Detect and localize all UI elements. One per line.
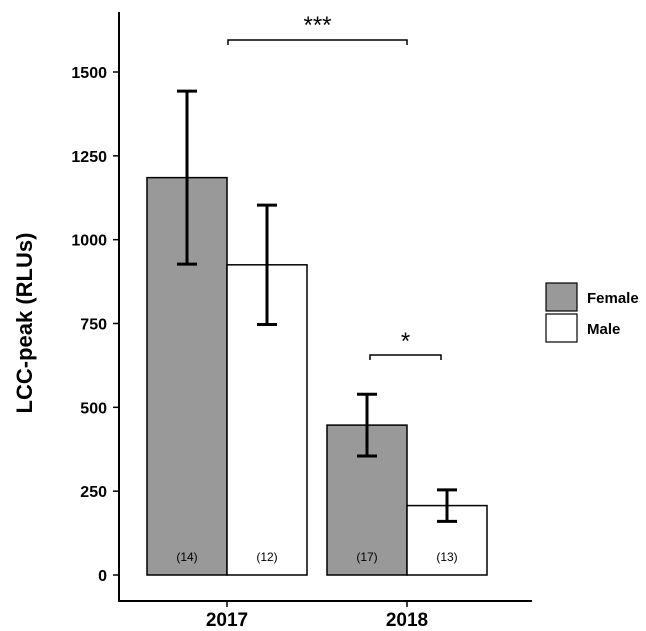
legend-label-female: Female	[587, 290, 639, 307]
significance-bracket	[227, 39, 408, 45]
sample-size-labels: (14) (17) (12) (13)	[176, 550, 457, 564]
sample-size-label: (14)	[176, 550, 197, 564]
y-ticks: 0 250 500 750 1000 1250 1500	[71, 65, 119, 585]
x-category-labels: 2017 2018	[206, 601, 428, 631]
sample-size-label: (17)	[356, 550, 377, 564]
significance-label: *	[401, 328, 410, 355]
legend-swatch-female	[545, 282, 578, 312]
error-bars	[177, 89, 457, 523]
y-tick-label: 250	[80, 484, 107, 501]
legend: Female Male	[545, 282, 639, 343]
y-tick-label: 1000	[71, 233, 107, 250]
y-tick-label: 500	[80, 400, 107, 417]
legend-label-male: Male	[587, 321, 620, 338]
x-category-label: 2017	[206, 610, 248, 631]
y-axis-label: LCC-peak (RLUs)	[12, 233, 37, 414]
bars	[146, 176, 488, 576]
y-tick-label: 0	[98, 568, 107, 585]
sample-size-label: (13)	[436, 550, 457, 564]
significance-annotations: ****	[227, 12, 442, 360]
significance-label: ***	[303, 12, 331, 39]
x-category-label: 2018	[386, 610, 428, 631]
significance-bracket	[369, 354, 442, 360]
legend-swatch-male	[545, 313, 578, 343]
sample-size-label: (12)	[256, 550, 277, 564]
y-tick-label: 1250	[71, 149, 107, 166]
y-tick-label: 1500	[71, 65, 107, 82]
y-tick-label: 750	[80, 317, 107, 334]
